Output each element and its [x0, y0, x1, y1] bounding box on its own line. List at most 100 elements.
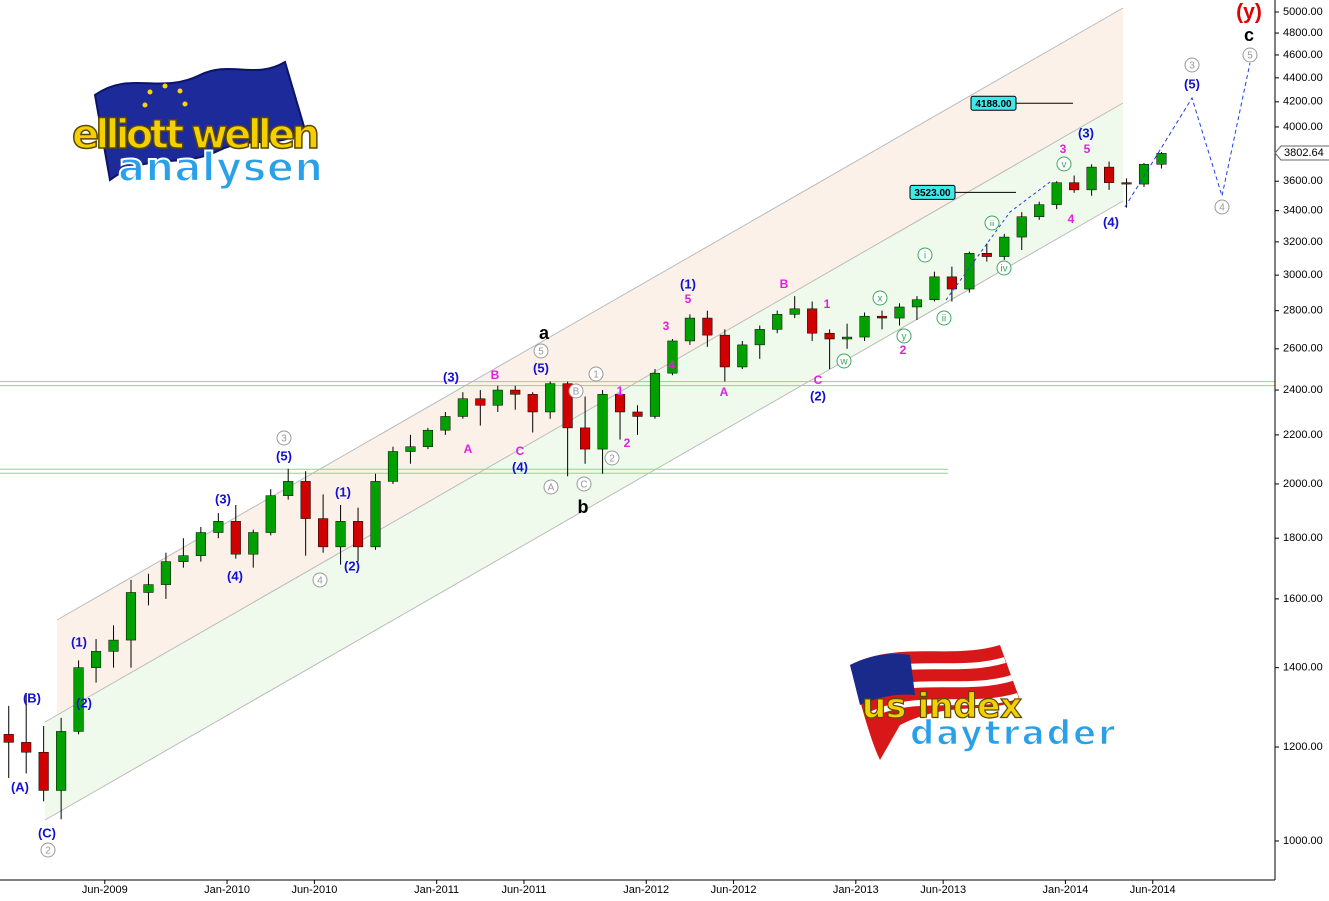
logo-text: analysen [118, 145, 323, 191]
candle-body [964, 253, 975, 290]
wave-label: 3 [663, 319, 670, 333]
wave-circle [576, 476, 592, 492]
candle-body [1086, 166, 1097, 191]
x-tick-label: Jun-2010 [291, 884, 337, 896]
candle-body [38, 751, 49, 791]
channel-line [56, 7, 1124, 621]
wave-label: 1 [824, 297, 831, 311]
x-tick-label: Jan-2013 [833, 884, 879, 896]
wave-label: w [839, 357, 848, 368]
candle-body [580, 427, 591, 450]
candle-body [562, 383, 573, 429]
logo-text: daytrader [910, 714, 1115, 754]
wave-circle [1214, 199, 1230, 215]
logo-text: us index [862, 687, 1022, 727]
projection [1124, 62, 1251, 208]
candle-body [737, 344, 748, 368]
wave-circle [276, 430, 292, 446]
channel-line [44, 102, 1124, 723]
wave-label: (5) [276, 448, 292, 463]
wave-circle [568, 383, 584, 399]
y-tick-label: 3200.00 [1283, 236, 1323, 248]
wave-label: 1 [617, 384, 624, 398]
candle-body [56, 731, 67, 791]
candle-body [1138, 164, 1150, 185]
wave-label: (3) [215, 491, 231, 506]
y-tick-label: 2400.00 [1283, 384, 1323, 396]
candle-body [614, 394, 626, 413]
x-tick-label: Jun-2012 [711, 884, 757, 896]
price-box [909, 184, 956, 200]
wave-label: 4 [1068, 212, 1075, 226]
x-tick-label: Jun-2013 [920, 884, 966, 896]
wave-circle [836, 353, 852, 369]
wave-label: (5) [1184, 76, 1200, 91]
x-tick-label: Jan-2010 [204, 884, 250, 896]
y-tick-label: 4600.00 [1283, 49, 1323, 61]
candle-body [842, 336, 853, 340]
x-tick-label: Jan-2014 [1042, 884, 1088, 896]
wave-label: 4 [669, 358, 676, 372]
wave-label: A [720, 385, 729, 399]
candle-body [527, 394, 538, 413]
candle-body [1069, 182, 1080, 191]
y-tick-label: 4000.00 [1283, 121, 1323, 133]
candle-body [370, 481, 381, 548]
wave-label: ii [942, 314, 946, 325]
wave-label: (2) [76, 695, 92, 710]
wave-label: iv [1000, 264, 1007, 275]
logo-us: us index daytrader [850, 645, 1116, 760]
wave-label: 2 [609, 454, 615, 465]
wave-label: (C) [38, 825, 56, 840]
y-tick-label: 1600.00 [1283, 593, 1323, 605]
candle-body [632, 411, 643, 417]
candle-body [667, 340, 678, 374]
x-tick-label: Jun-2014 [1130, 884, 1176, 896]
wave-circle [1056, 156, 1072, 172]
wave-label: 2 [900, 343, 907, 357]
candle-body [789, 308, 800, 315]
candle-body [387, 451, 399, 482]
candle-body [405, 446, 416, 452]
wave-label: (2) [810, 388, 826, 403]
candle-body [125, 592, 137, 641]
wave-label: C [814, 373, 823, 387]
candle-body [440, 416, 451, 431]
y-tick-label: 1800.00 [1283, 532, 1323, 544]
wave-label: b [578, 497, 589, 517]
candle-body [108, 639, 119, 652]
wave-label: a [539, 323, 550, 343]
channel-line [44, 200, 1124, 821]
price-label: 3523.00 [914, 188, 951, 199]
wave-label: 3 [281, 434, 287, 445]
wave-label: 4 [1219, 203, 1225, 214]
wave-label: B [491, 368, 500, 382]
x-tick-label: Jun-2009 [82, 884, 128, 896]
wave-label: iii [990, 221, 995, 228]
candle-body [946, 276, 957, 290]
candle-body [73, 667, 84, 732]
y-tick-label: 3600.00 [1283, 175, 1323, 187]
candle-body [230, 521, 241, 555]
y-tick-label: 2200.00 [1283, 429, 1323, 441]
candle-body [911, 299, 923, 308]
last-price-label: 3802.64 [1284, 147, 1324, 159]
candle-body [475, 398, 486, 406]
candle-body [1051, 182, 1062, 205]
candle-body [719, 334, 730, 368]
wave-label: B [573, 387, 580, 398]
wave-label: 3 [1189, 61, 1195, 72]
wave-circle [533, 343, 549, 359]
wave-label: c [1244, 25, 1254, 45]
candle-body [981, 253, 992, 257]
wave-label: (1) [680, 276, 696, 291]
y-tick-label: 4400.00 [1283, 72, 1323, 84]
wave-label: (y) [1236, 1, 1262, 24]
wave-circle [896, 328, 912, 344]
wave-circle [543, 479, 559, 495]
candle-body [1156, 153, 1167, 165]
x-tick-label: Jun-2011 [501, 884, 546, 896]
candle-body [195, 532, 206, 556]
